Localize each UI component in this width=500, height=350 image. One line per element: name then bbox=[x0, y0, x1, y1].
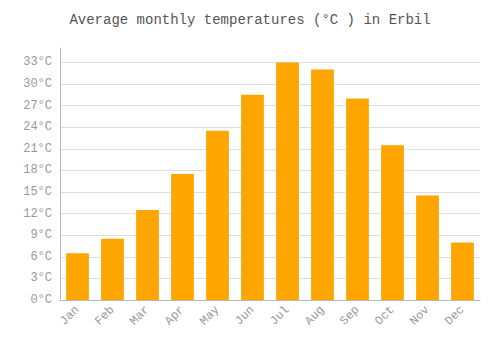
svg-text:Apr: Apr bbox=[162, 303, 187, 328]
svg-text:Jan: Jan bbox=[57, 303, 82, 328]
svg-text:Feb: Feb bbox=[92, 303, 117, 328]
svg-text:Jul: Jul bbox=[267, 303, 292, 328]
svg-text:Aug: Aug bbox=[302, 303, 327, 328]
svg-text:24°C: 24°C bbox=[23, 120, 52, 134]
svg-text:Nov: Nov bbox=[407, 303, 432, 328]
svg-text:Mar: Mar bbox=[127, 303, 152, 328]
svg-text:Jun: Jun bbox=[232, 303, 257, 328]
svg-text:Oct: Oct bbox=[372, 303, 397, 328]
svg-text:21°C: 21°C bbox=[23, 142, 52, 156]
svg-text:0°C: 0°C bbox=[30, 293, 52, 307]
svg-text:6°C: 6°C bbox=[30, 250, 52, 264]
svg-text:May: May bbox=[197, 303, 222, 328]
svg-text:3°C: 3°C bbox=[30, 271, 52, 285]
svg-text:12°C: 12°C bbox=[23, 207, 52, 221]
svg-text:Average monthly temperatures (: Average monthly temperatures (°C ) in Er… bbox=[69, 12, 430, 28]
svg-text:27°C: 27°C bbox=[23, 99, 52, 113]
svg-text:15°C: 15°C bbox=[23, 185, 52, 199]
svg-text:30°C: 30°C bbox=[23, 77, 52, 91]
svg-text:18°C: 18°C bbox=[23, 163, 52, 177]
svg-text:Sep: Sep bbox=[337, 303, 362, 328]
svg-text:33°C: 33°C bbox=[23, 55, 52, 69]
svg-text:Dec: Dec bbox=[442, 303, 467, 328]
svg-text:9°C: 9°C bbox=[30, 228, 52, 242]
